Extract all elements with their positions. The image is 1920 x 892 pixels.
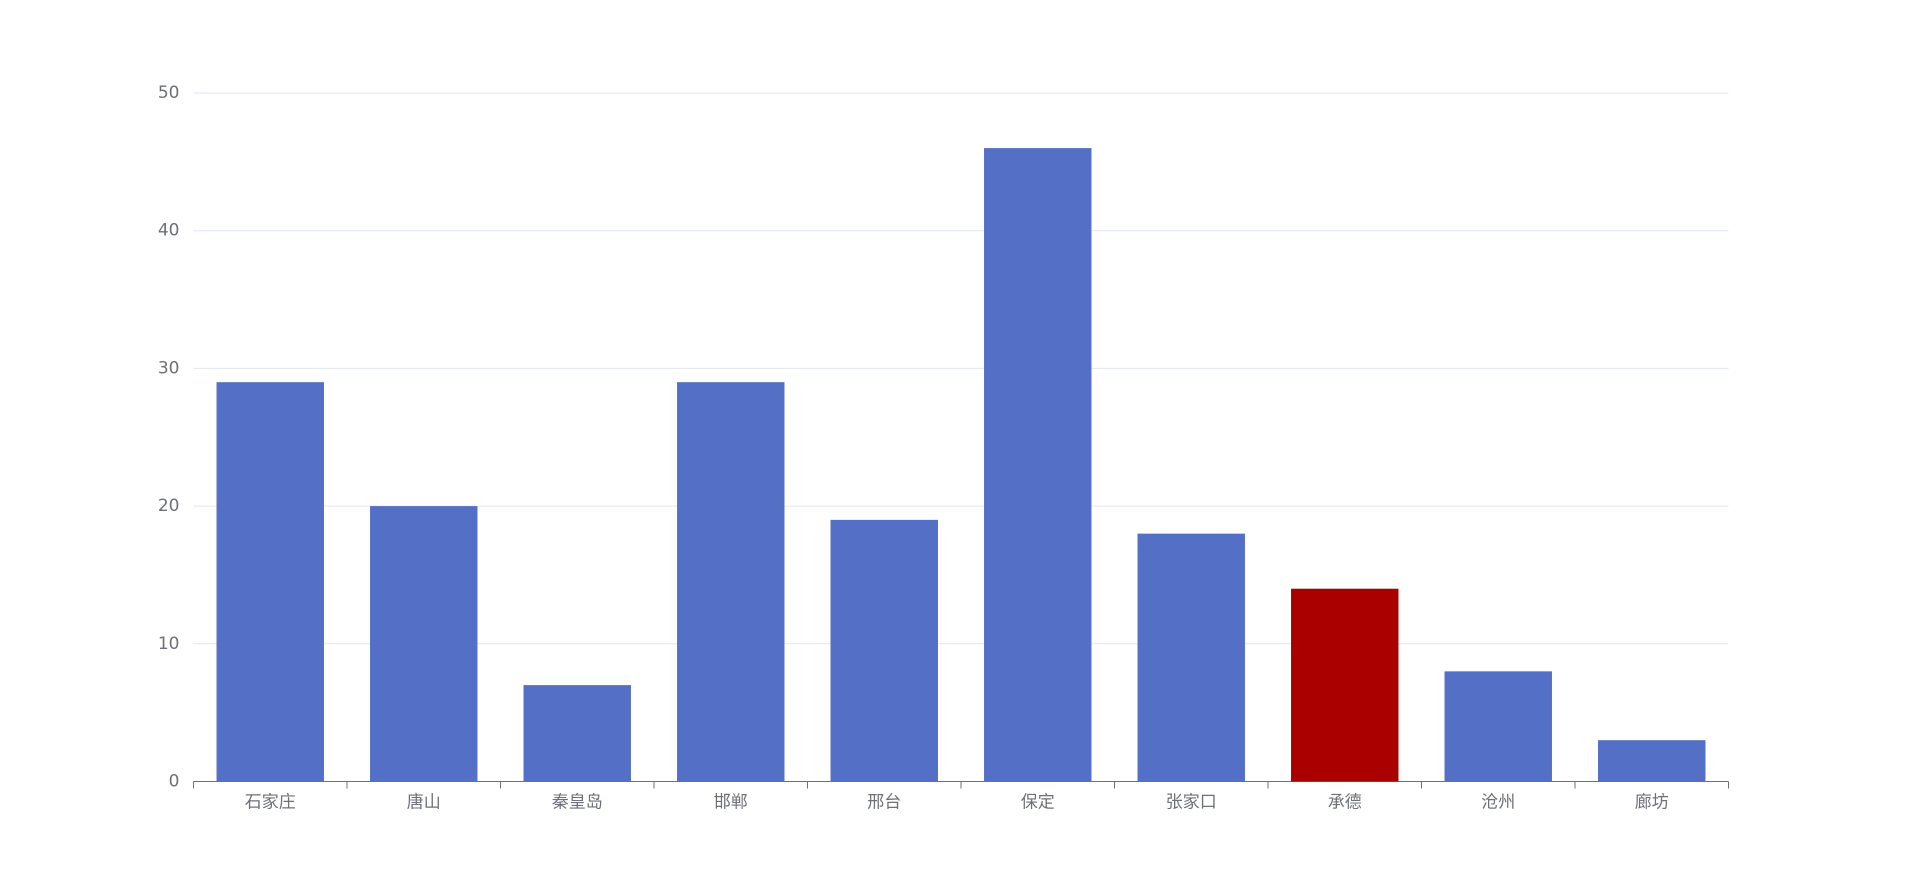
y-tick-label: 20 [158, 496, 180, 516]
y-tick-label: 10 [158, 634, 180, 654]
x-tick-label: 沧州 [1481, 793, 1515, 813]
x-tick-label: 张家口 [1166, 793, 1217, 813]
bar [830, 519, 938, 782]
x-tick-label: 廊坊 [1635, 793, 1669, 813]
y-tick-label: 50 [158, 83, 180, 103]
y-tick-label: 0 [169, 772, 180, 792]
bar [1291, 588, 1399, 782]
bar [370, 506, 478, 782]
y-tick-label: 30 [158, 358, 180, 378]
x-tick-label: 承德 [1328, 793, 1362, 813]
bar [677, 382, 785, 782]
y-tick-label: 40 [158, 221, 180, 241]
x-tick-label: 唐山 [407, 792, 441, 813]
x-tick-label: 秦皇岛 [552, 793, 603, 813]
bar [984, 148, 1092, 782]
x-tick-label: 邢台 [867, 793, 901, 813]
bar [1444, 671, 1552, 782]
x-tick-label: 邯郸 [714, 793, 748, 813]
bar [216, 382, 324, 782]
bar [1137, 533, 1245, 782]
x-tick-label: 保定 [1021, 793, 1055, 813]
x-tick-label: 石家庄 [245, 793, 296, 813]
bar [1598, 740, 1706, 782]
bar [523, 685, 631, 782]
